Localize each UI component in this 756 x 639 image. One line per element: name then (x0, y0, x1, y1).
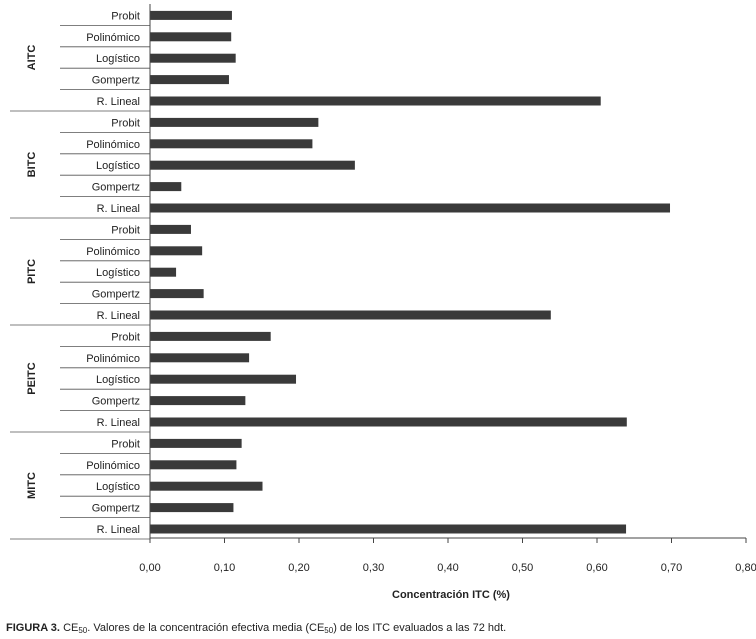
bar-mitc-3 (150, 503, 234, 513)
bar-bitc-1 (150, 139, 313, 149)
x-tick-label: 0,50 (512, 562, 533, 574)
bar-peitc-2 (150, 374, 297, 384)
bar-aitc-2 (150, 53, 236, 63)
category-label: Probit (111, 117, 140, 129)
category-label: R. Lineal (97, 524, 140, 536)
category-label: Polinómico (86, 246, 140, 258)
x-tick-label: 0,20 (288, 562, 309, 574)
bar-pitc-1 (150, 246, 203, 256)
bar-peitc-1 (150, 353, 250, 363)
bar-chart: Probit Polinómico Logístico Gompertz R. Line… (10, 4, 756, 601)
x-tick-label: 0,80 (735, 562, 756, 574)
category-label: Logístico (96, 481, 140, 493)
bar-aitc-4 (150, 96, 601, 106)
caption-subscript-1: 50 (78, 626, 88, 635)
caption-text-1: . Valores de la concentración efectiva m… (87, 622, 325, 634)
x-tick-label: 0,30 (363, 562, 384, 574)
category-label: Logístico (96, 374, 140, 386)
category-label: Gompertz (92, 182, 140, 194)
x-tick-label: 0,40 (437, 562, 458, 574)
bar-pitc-2 (150, 267, 177, 277)
group-label: PEITC (26, 362, 38, 394)
bar-aitc-3 (150, 75, 229, 85)
bar-peitc-4 (150, 417, 627, 427)
category-label: R. Lineal (97, 96, 140, 108)
category-label: Probit (111, 438, 140, 450)
category-label: Gompertz (92, 396, 140, 408)
bar-pitc-0 (150, 224, 191, 234)
category-label: Probit (111, 224, 140, 236)
bar-bitc-0 (150, 117, 319, 127)
x-tick-label: 0,00 (139, 562, 160, 574)
bar-mitc-1 (150, 460, 237, 470)
category-label: Polinómico (86, 353, 140, 365)
bar-pitc-3 (150, 289, 204, 299)
category-label: R. Lineal (97, 417, 140, 429)
category-label: R. Lineal (97, 310, 140, 322)
category-label: Probit (111, 10, 140, 22)
bar-aitc-0 (150, 10, 232, 20)
bar-bitc-2 (150, 160, 355, 170)
bar-peitc-0 (150, 331, 271, 341)
bar-bitc-4 (150, 203, 671, 213)
caption-subscript-2: 50 (324, 626, 334, 635)
category-label: Gompertz (92, 75, 140, 87)
category-label: Polinómico (86, 460, 140, 472)
caption-text-2: ) de los ITC evaluados a las 72 hdt. (333, 622, 507, 634)
x-axis-title: Concentración ITC (%) (392, 589, 510, 601)
category-label: Gompertz (92, 503, 140, 515)
bar-peitc-3 (150, 396, 246, 406)
x-tick-label: 0,60 (586, 562, 607, 574)
group-label: AITC (26, 45, 38, 71)
caption-ce: CE (63, 622, 79, 634)
bar-mitc-4 (150, 524, 627, 534)
category-label: Polinómico (86, 139, 140, 151)
category-label: Logístico (96, 53, 140, 65)
category-label: R. Lineal (97, 203, 140, 215)
group-label: BITC (26, 152, 38, 178)
category-label: Gompertz (92, 289, 140, 301)
figure-caption: FIGURA 3. CE50. Valores de la concentrac… (6, 622, 506, 635)
x-tick-label: 0,70 (661, 562, 682, 574)
caption-label: FIGURA 3. (6, 622, 60, 634)
bar-mitc-2 (150, 481, 263, 491)
group-label: MITC (26, 472, 38, 499)
bar-mitc-0 (150, 438, 242, 448)
group-label: PITC (26, 259, 38, 284)
category-label: Logístico (96, 267, 140, 279)
bar-pitc-4 (150, 310, 551, 320)
category-label: Polinómico (86, 32, 140, 44)
category-label: Logístico (96, 160, 140, 172)
bar-aitc-1 (150, 32, 232, 42)
category-label: Probit (111, 331, 140, 343)
x-tick-label: 0,10 (214, 562, 235, 574)
bar-bitc-3 (150, 182, 182, 192)
